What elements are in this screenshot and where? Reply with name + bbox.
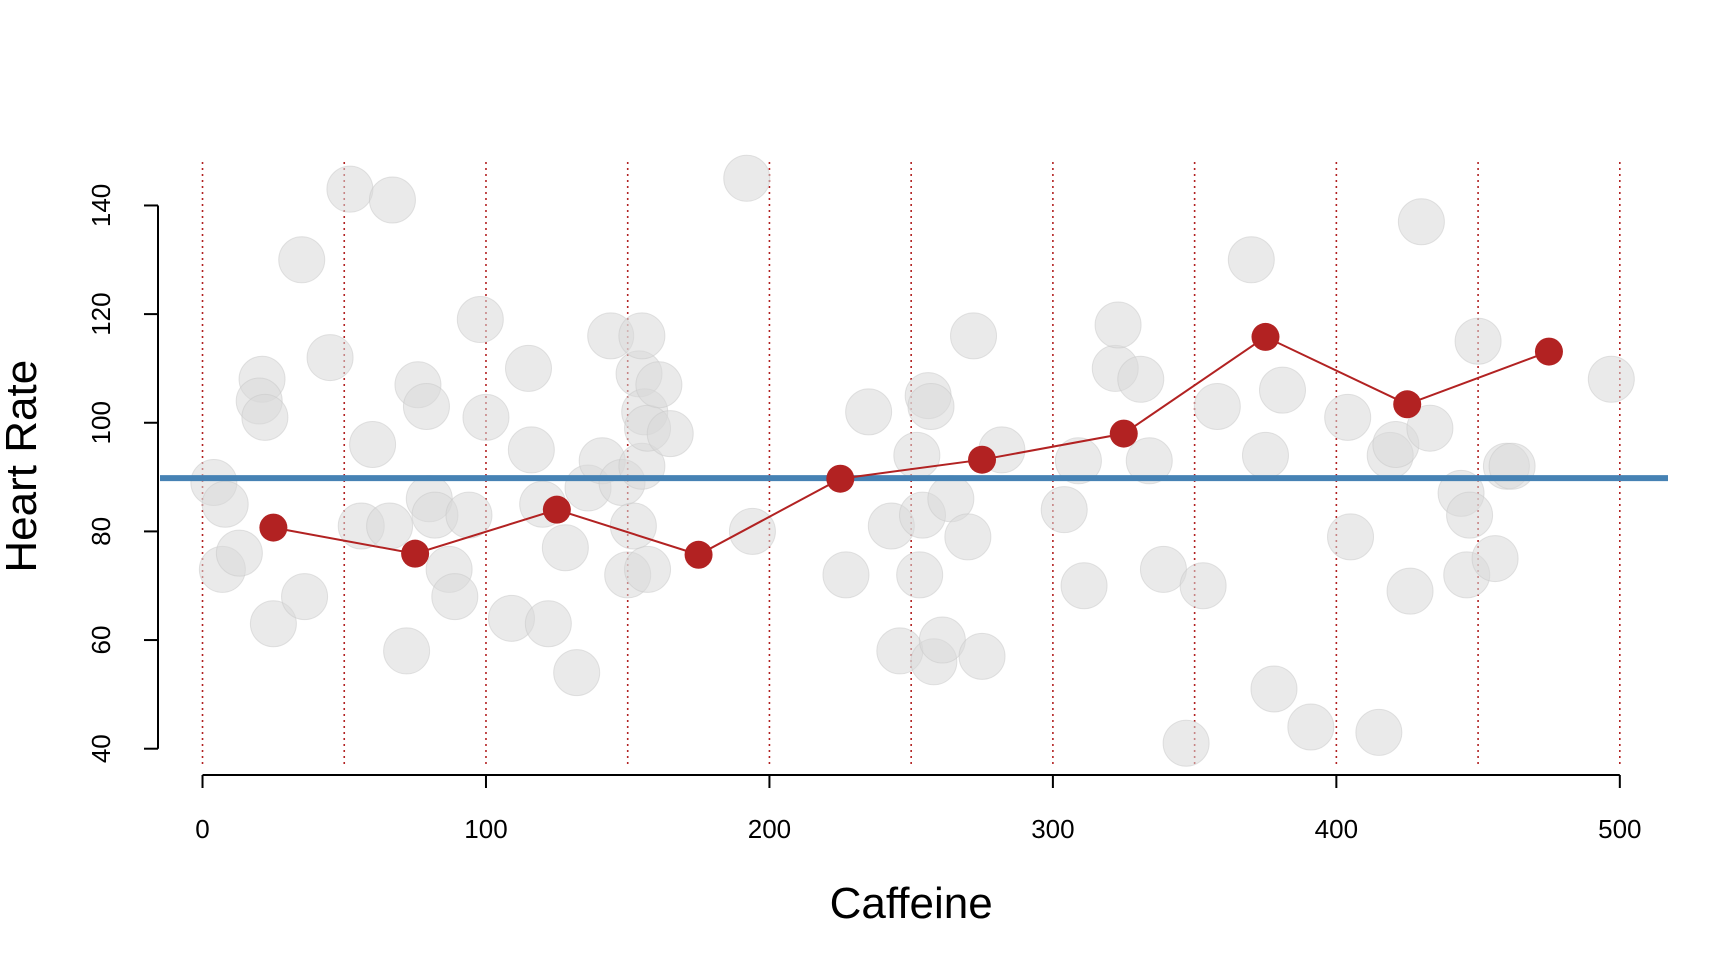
data-point-18	[402, 382, 450, 430]
data-point-81	[1324, 393, 1372, 441]
x-tick-label-2: 200	[748, 814, 791, 844]
data-point-57	[907, 382, 955, 430]
data-point-49	[822, 551, 870, 599]
y-axis: 40 60 80 100 120 140	[86, 184, 159, 763]
data-point-22	[431, 573, 479, 621]
data-point-25	[462, 393, 510, 441]
data-point-31	[541, 524, 589, 572]
x-tick-label-5: 500	[1598, 814, 1641, 844]
data-point-48	[728, 507, 776, 555]
data-point-83	[1355, 708, 1403, 756]
data-point-62	[950, 312, 998, 360]
data-point-32	[553, 649, 601, 697]
scatter-points	[190, 154, 1635, 767]
data-point-23	[445, 491, 493, 539]
data-point-75	[1193, 382, 1241, 430]
data-point-13	[349, 420, 397, 468]
data-point-7	[241, 393, 289, 441]
data-point-46	[646, 410, 694, 458]
data-point-93	[1471, 535, 1519, 583]
data-point-38	[609, 502, 657, 550]
data-point-28	[507, 426, 555, 474]
data-point-78	[1250, 665, 1298, 713]
data-point-24	[456, 296, 504, 344]
data-point-59	[918, 616, 966, 664]
bin-mean-point-0	[259, 513, 288, 542]
data-point-50	[845, 388, 893, 436]
bin-means-path	[273, 335, 1550, 556]
y-tick-label-3: 100	[86, 401, 116, 444]
bin-mean-point-5	[968, 445, 997, 474]
y-tick-label-4: 120	[86, 292, 116, 335]
data-point-73	[1162, 719, 1210, 767]
data-point-96	[1587, 355, 1635, 403]
bin-mean-point-3	[684, 540, 713, 569]
data-point-1	[201, 480, 249, 528]
bin-means-line	[273, 335, 1550, 556]
data-point-92	[1454, 317, 1502, 365]
data-point-87	[1397, 198, 1445, 246]
data-point-45	[635, 361, 683, 409]
data-point-69	[1094, 301, 1142, 349]
x-tick-label-4: 400	[1315, 814, 1358, 844]
data-point-88	[1406, 404, 1454, 452]
data-point-16	[383, 627, 431, 675]
x-tick-label-1: 100	[464, 814, 507, 844]
data-point-80	[1287, 703, 1335, 751]
data-point-4	[249, 600, 297, 648]
x-axis-title: Caffeine	[830, 879, 993, 928]
bin-mean-point-7	[1251, 322, 1280, 351]
data-point-77	[1241, 431, 1289, 479]
data-point-3	[215, 529, 263, 577]
data-point-82	[1327, 513, 1375, 561]
data-point-9	[281, 573, 329, 621]
data-point-41	[618, 312, 666, 360]
bin-mean-point-4	[826, 464, 855, 493]
data-point-63	[958, 632, 1006, 680]
data-point-27	[504, 344, 552, 392]
data-point-76	[1227, 236, 1275, 284]
y-tick-label-1: 60	[86, 626, 116, 655]
data-point-61	[944, 513, 992, 561]
bin-mean-point-9	[1534, 337, 1563, 366]
data-point-71	[1125, 437, 1173, 485]
y-tick-label-0: 40	[86, 734, 116, 763]
bin-mean-point-6	[1109, 419, 1138, 448]
data-point-15	[368, 176, 416, 224]
data-point-66	[1054, 437, 1102, 485]
data-point-67	[1060, 562, 1108, 610]
data-point-86	[1386, 567, 1434, 615]
data-point-65	[1040, 486, 1088, 534]
data-point-11	[326, 165, 374, 213]
data-point-91	[1446, 491, 1494, 539]
bin-mean-point-1	[401, 539, 430, 568]
data-point-72	[1139, 545, 1187, 593]
y-tick-label-2: 80	[86, 517, 116, 546]
data-point-95	[1488, 442, 1536, 490]
data-point-70	[1117, 355, 1165, 403]
data-point-8	[278, 236, 326, 284]
data-point-74	[1179, 562, 1227, 610]
data-point-54	[896, 551, 944, 599]
bin-means-points	[259, 322, 1563, 569]
x-tick-label-3: 300	[1031, 814, 1074, 844]
bin-mean-point-8	[1393, 390, 1422, 419]
data-point-10	[306, 334, 354, 382]
y-tick-label-5: 140	[86, 184, 116, 227]
data-point-79	[1258, 366, 1306, 414]
x-axis: 0 100 200 300 400 500	[195, 774, 1642, 844]
data-point-30	[524, 600, 572, 648]
y-axis-title: Heart Rate	[0, 360, 46, 573]
data-point-14	[366, 502, 414, 550]
data-point-47	[723, 154, 771, 202]
bin-mean-point-2	[542, 495, 571, 524]
x-tick-label-0: 0	[195, 814, 209, 844]
data-point-43	[624, 545, 672, 593]
